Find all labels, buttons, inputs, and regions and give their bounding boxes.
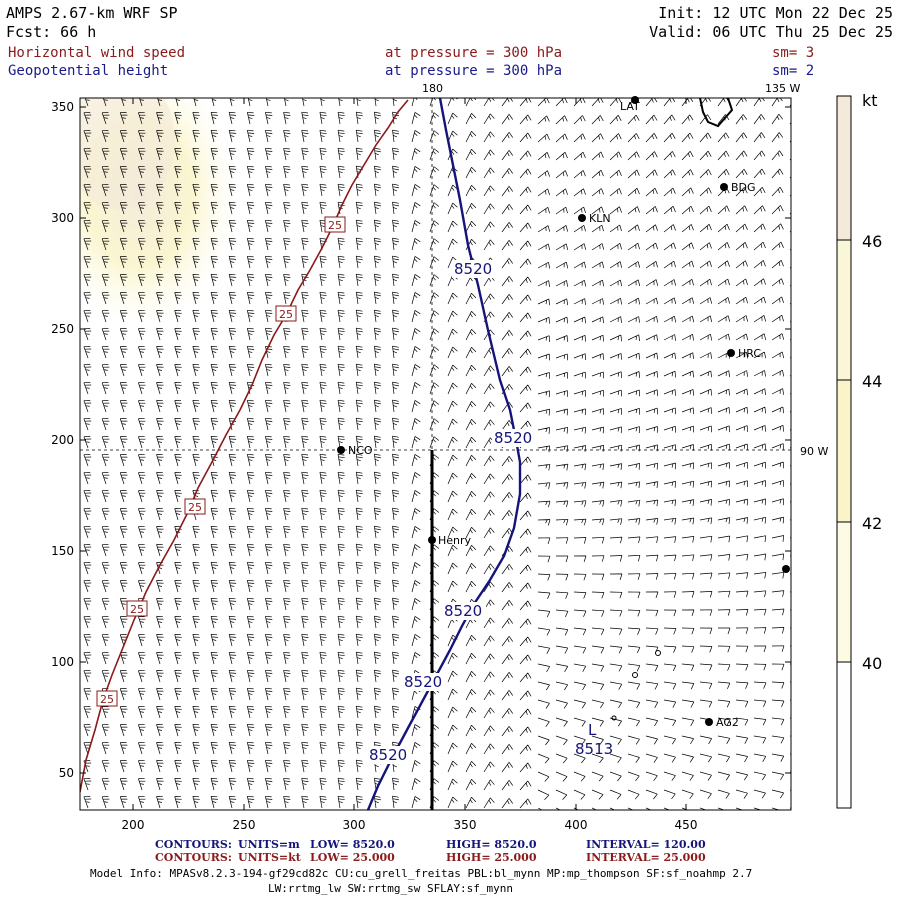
station-label-bdg: BDG bbox=[731, 181, 756, 194]
station-label-ag2: AG2 bbox=[716, 716, 739, 729]
colorbar-band-46-plus bbox=[837, 96, 851, 240]
low-center-label: L bbox=[588, 721, 597, 739]
wind-contour-label: 25 bbox=[279, 308, 293, 321]
field2-level: at pressure = 300 hPa bbox=[385, 63, 562, 79]
colorbar-label: 40 bbox=[862, 654, 882, 673]
colorbar-band-44-46 bbox=[837, 240, 851, 380]
footer-high-2: HIGH= 25.000 bbox=[446, 851, 537, 864]
station-label-kln: KLN bbox=[589, 212, 611, 225]
coastline bbox=[699, 98, 734, 128]
footer-model-info: Model Info: MPASv8.2.3-194-gf29cd82c CU:… bbox=[90, 867, 752, 880]
colorbar-label: 46 bbox=[862, 232, 882, 251]
station-marker bbox=[782, 565, 790, 573]
x-tick-label: 400 bbox=[565, 818, 588, 832]
wind-barb-field bbox=[83, 98, 791, 810]
footer-units-2: UNITS=kt bbox=[238, 851, 302, 864]
wind-speed-max-shading bbox=[80, 98, 175, 210]
map-axes: 200 250 300 350 400 450 350 300 250 200 150 100 50 bbox=[51, 98, 791, 832]
footer-low-1: LOW= 8520.0 bbox=[310, 838, 395, 851]
station-marker bbox=[720, 183, 728, 191]
field2-name: Geopotential height bbox=[8, 63, 168, 79]
map-area bbox=[80, 98, 791, 810]
wind-contour-label: 25 bbox=[130, 603, 144, 616]
forecast-hour: Fcst: 66 h bbox=[6, 23, 96, 41]
field2-smooth: sm= 2 bbox=[772, 63, 814, 79]
height-contour-8520 bbox=[366, 98, 522, 810]
station-label-nco: NCO bbox=[348, 444, 373, 457]
footer-units-1: UNITS=m bbox=[238, 838, 300, 851]
y-tick-label: 50 bbox=[59, 766, 74, 780]
meridian-label-180: 180 bbox=[422, 82, 443, 95]
header: AMPS 2.67-km WRF SP Fcst: 66 h Init: 12 … bbox=[6, 4, 893, 79]
height-label: 8520 bbox=[369, 746, 407, 764]
y-tick-label: 250 bbox=[51, 322, 74, 336]
colorbar-label: 42 bbox=[862, 514, 882, 533]
footer-contours-2: CONTOURS: bbox=[155, 851, 232, 864]
longitude-label-top: 135 W bbox=[765, 82, 800, 95]
y-tick-label: 300 bbox=[51, 211, 74, 225]
field1-name: Horizontal wind speed bbox=[8, 45, 185, 61]
height-label: 8520 bbox=[404, 673, 442, 691]
model-title: AMPS 2.67-km WRF SP bbox=[6, 4, 178, 22]
marker-circle bbox=[655, 650, 661, 656]
station-marker bbox=[631, 96, 639, 104]
longitude-label-right: 90 W bbox=[800, 445, 828, 458]
colorbar-band-42-44 bbox=[837, 380, 851, 522]
field1-level: at pressure = 300 hPa bbox=[385, 45, 562, 61]
y-tick-label: 350 bbox=[51, 100, 74, 114]
footer-high-1: HIGH= 8520.0 bbox=[446, 838, 537, 851]
station-marker bbox=[705, 718, 713, 726]
x-tick-label: 350 bbox=[454, 818, 477, 832]
height-labels: 8520 8520 8520 8520 8520 L 8513 bbox=[367, 260, 613, 764]
station-label-hrc: HRC bbox=[738, 347, 761, 360]
y-tick-label: 100 bbox=[51, 655, 74, 669]
y-tick-label: 200 bbox=[51, 433, 74, 447]
station-marker bbox=[428, 536, 436, 544]
stations: LAT BDG KLN HRC NCO Henry AG2 bbox=[337, 96, 790, 729]
init-time: Init: 12 UTC Mon 22 Dec 25 bbox=[658, 4, 893, 22]
height-label: 8520 bbox=[454, 260, 492, 278]
valid-time: Valid: 06 UTC Thu 25 Dec 25 bbox=[649, 23, 893, 41]
footer-interval-2: INTERVAL= 25.000 bbox=[586, 851, 706, 864]
wind-contour-label: 25 bbox=[328, 219, 342, 232]
wind-speed-contour-25 bbox=[80, 99, 409, 793]
x-tick-label: 300 bbox=[343, 818, 366, 832]
footer-interval-1: INTERVAL= 120.00 bbox=[586, 838, 706, 851]
colorbar: kt 46 44 42 40 bbox=[836, 91, 882, 809]
height-label: 8520 bbox=[494, 429, 532, 447]
station-marker bbox=[578, 214, 586, 222]
colorbar-unit: kt bbox=[862, 91, 878, 110]
marker-circle bbox=[611, 715, 617, 721]
map-frame bbox=[79, 97, 792, 811]
station-marker bbox=[337, 446, 345, 454]
station-label-lat: LAT bbox=[620, 100, 640, 113]
wind-contour-label: 25 bbox=[100, 693, 114, 706]
wind-barbs bbox=[83, 98, 791, 810]
wind-contour-labels: 25 25 25 25 25 bbox=[96, 216, 346, 707]
height-label: 8520 bbox=[444, 602, 482, 620]
footer-low-2: LOW= 25.000 bbox=[310, 851, 395, 864]
footer-contours-1: CONTOURS: bbox=[155, 838, 232, 851]
field1-smooth: sm= 3 bbox=[772, 45, 814, 61]
footer: CONTOURS: UNITS=m LOW= 8520.0 HIGH= 8520… bbox=[155, 838, 706, 864]
wind-contour-label: 25 bbox=[188, 501, 202, 514]
x-tick-label: 450 bbox=[675, 818, 698, 832]
colorbar-band-40-42 bbox=[837, 522, 851, 662]
low-center-value: 8513 bbox=[575, 740, 613, 758]
colorbar-label: 44 bbox=[862, 372, 882, 391]
x-tick-label: 250 bbox=[233, 818, 256, 832]
y-tick-label: 150 bbox=[51, 544, 74, 558]
marker-circle bbox=[632, 672, 638, 678]
x-tick-label: 200 bbox=[122, 818, 145, 832]
station-label-henry: Henry bbox=[438, 534, 472, 547]
footer-physics-info: LW:rrtmg_lw SW:rrtmg_sw SFLAY:sf_mynn bbox=[268, 882, 513, 895]
station-marker bbox=[727, 349, 735, 357]
